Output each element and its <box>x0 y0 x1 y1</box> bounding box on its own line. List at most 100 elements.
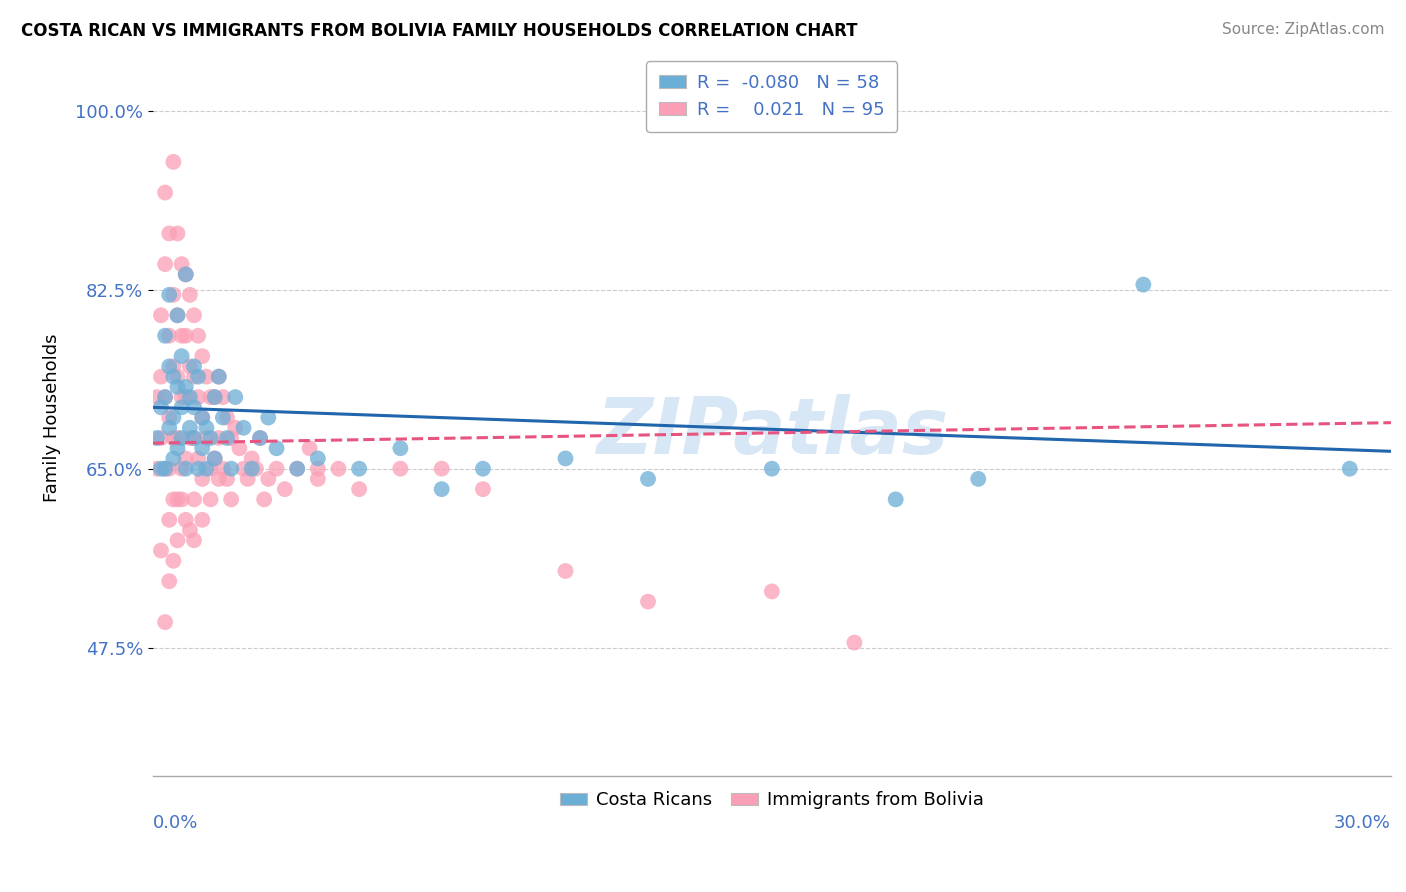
Point <box>471 461 494 475</box>
Point <box>204 451 226 466</box>
Point <box>162 288 184 302</box>
Point <box>179 431 201 445</box>
Point <box>162 369 184 384</box>
Point <box>170 492 193 507</box>
Point <box>149 431 172 445</box>
Point <box>146 431 169 445</box>
Point <box>166 308 188 322</box>
Point <box>637 472 659 486</box>
Point <box>183 533 205 548</box>
Point <box>153 615 176 629</box>
Point <box>162 451 184 466</box>
Point <box>761 461 783 475</box>
Point <box>554 451 576 466</box>
Point <box>208 369 231 384</box>
Point <box>174 268 197 282</box>
Point <box>157 574 180 589</box>
Point <box>170 328 193 343</box>
Point <box>191 349 214 363</box>
Point <box>249 431 271 445</box>
Point <box>191 442 214 456</box>
Point <box>389 442 412 456</box>
Point <box>249 431 271 445</box>
Point <box>179 523 201 537</box>
Point <box>174 268 197 282</box>
Point <box>166 227 188 241</box>
Point <box>215 431 238 445</box>
Point <box>1339 461 1361 475</box>
Point <box>183 431 205 445</box>
Point <box>174 451 197 466</box>
Point <box>298 442 321 456</box>
Point <box>191 410 214 425</box>
Point <box>200 390 222 404</box>
Point <box>257 472 280 486</box>
Point <box>219 492 242 507</box>
Point <box>183 401 205 415</box>
Point <box>191 472 214 486</box>
Point <box>157 410 180 425</box>
Point <box>208 431 231 445</box>
Point <box>174 328 197 343</box>
Point <box>253 492 276 507</box>
Point <box>149 461 172 475</box>
Point <box>240 461 263 475</box>
Point <box>212 461 235 475</box>
Point <box>179 288 201 302</box>
Point <box>471 482 494 496</box>
Point <box>162 154 184 169</box>
Point <box>153 186 176 200</box>
Point <box>170 431 193 445</box>
Point <box>245 461 267 475</box>
Point <box>174 390 197 404</box>
Point <box>266 442 288 456</box>
Point <box>179 390 201 404</box>
Point <box>637 594 659 608</box>
Point <box>166 380 188 394</box>
Point <box>554 564 576 578</box>
Point <box>162 359 184 374</box>
Point <box>430 482 453 496</box>
Point <box>162 554 184 568</box>
Point <box>307 461 329 475</box>
Point <box>174 380 197 394</box>
Point <box>183 369 205 384</box>
Point <box>187 451 209 466</box>
Point <box>195 369 218 384</box>
Point <box>844 635 866 649</box>
Point <box>153 257 176 271</box>
Point <box>157 227 180 241</box>
Point <box>328 461 350 475</box>
Point <box>174 513 197 527</box>
Point <box>224 421 246 435</box>
Point <box>157 288 180 302</box>
Point <box>153 461 176 475</box>
Point <box>347 482 370 496</box>
Point <box>174 461 197 475</box>
Point <box>195 421 218 435</box>
Point <box>166 369 188 384</box>
Point <box>215 410 238 425</box>
Text: COSTA RICAN VS IMMIGRANTS FROM BOLIVIA FAMILY HOUSEHOLDS CORRELATION CHART: COSTA RICAN VS IMMIGRANTS FROM BOLIVIA F… <box>21 22 858 40</box>
Point <box>170 349 193 363</box>
Point <box>191 410 214 425</box>
Point <box>285 461 308 475</box>
Point <box>195 461 218 475</box>
Point <box>187 390 209 404</box>
Point <box>146 390 169 404</box>
Point <box>967 472 990 486</box>
Point <box>266 461 288 475</box>
Point <box>240 451 263 466</box>
Text: Source: ZipAtlas.com: Source: ZipAtlas.com <box>1222 22 1385 37</box>
Point <box>183 492 205 507</box>
Legend: Costa Ricans, Immigrants from Bolivia: Costa Ricans, Immigrants from Bolivia <box>553 784 991 816</box>
Point <box>153 390 176 404</box>
Text: ZIPatlas: ZIPatlas <box>596 394 948 470</box>
Point <box>212 410 235 425</box>
Point <box>170 390 193 404</box>
Point <box>224 390 246 404</box>
Point <box>157 513 180 527</box>
Text: 30.0%: 30.0% <box>1334 814 1391 832</box>
Point <box>208 472 231 486</box>
Point <box>195 431 218 445</box>
